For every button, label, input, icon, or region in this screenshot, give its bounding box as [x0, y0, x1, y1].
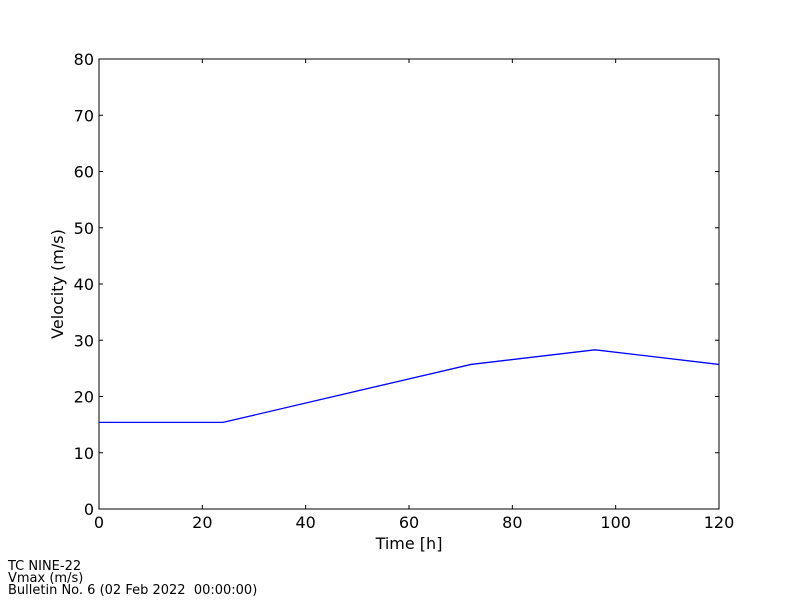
y-tick-label: 30 — [74, 331, 94, 350]
y-tick-label: 0 — [84, 500, 94, 519]
x-tick-label: 0 — [94, 513, 104, 532]
x-tick-label: 40 — [295, 513, 315, 532]
y-tick-label: 70 — [74, 106, 94, 125]
x-tick-label: 20 — [192, 513, 212, 532]
y-tick-label: 20 — [74, 388, 94, 407]
y-tick-label: 40 — [74, 275, 94, 294]
x-axis-label: Time [h] — [375, 534, 443, 553]
plot-frame — [98, 58, 720, 510]
footer-line: Bulletin No. 6 (02 Feb 2022 00:00:00) — [8, 583, 257, 598]
x-tick-label: 120 — [704, 513, 735, 532]
data-line — [99, 349, 720, 424]
y-tick-label: 10 — [74, 444, 94, 463]
footer-line: Vmax (m/s) — [8, 571, 83, 586]
x-tick-label: 100 — [600, 513, 631, 532]
y-tick-label: 50 — [74, 219, 94, 238]
y-axis-label: Velocity (m/s) — [48, 229, 67, 339]
x-tick-label: 60 — [399, 513, 419, 532]
y-tick-label: 80 — [74, 50, 94, 69]
y-tick-label: 60 — [74, 163, 94, 182]
x-tick-label: 80 — [502, 513, 522, 532]
footer-line: TC NINE-22 — [7, 559, 81, 574]
